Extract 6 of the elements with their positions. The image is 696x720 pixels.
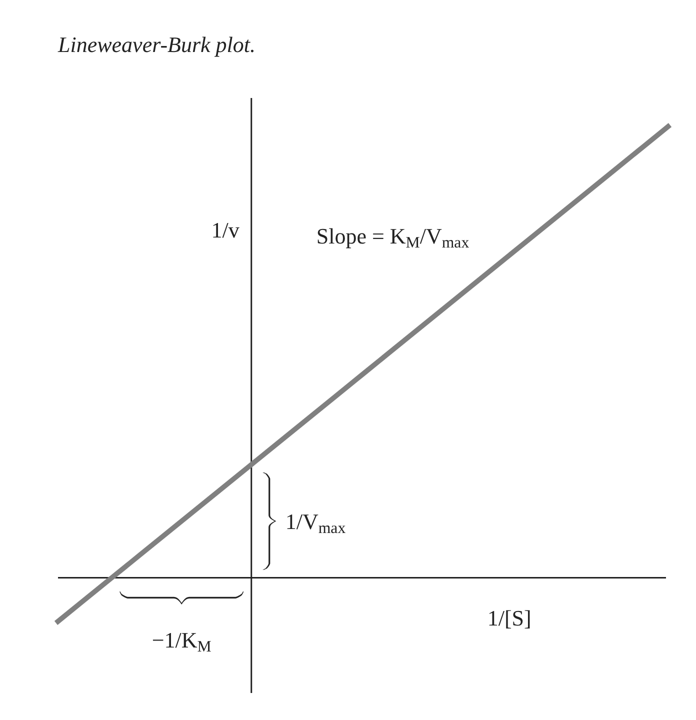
y-axis-title: 1/v bbox=[211, 218, 240, 243]
annotation: 1/V$_{max}$ bbox=[285, 508, 346, 537]
annotation: Slope = K$_{M}$/V$_{max}$ bbox=[316, 224, 470, 252]
x-axis-title: 1/[S] bbox=[487, 606, 532, 631]
chart-title: Lineweaver-Burk plot. bbox=[57, 32, 256, 57]
text: −1/K$_{M}$ bbox=[152, 627, 212, 656]
